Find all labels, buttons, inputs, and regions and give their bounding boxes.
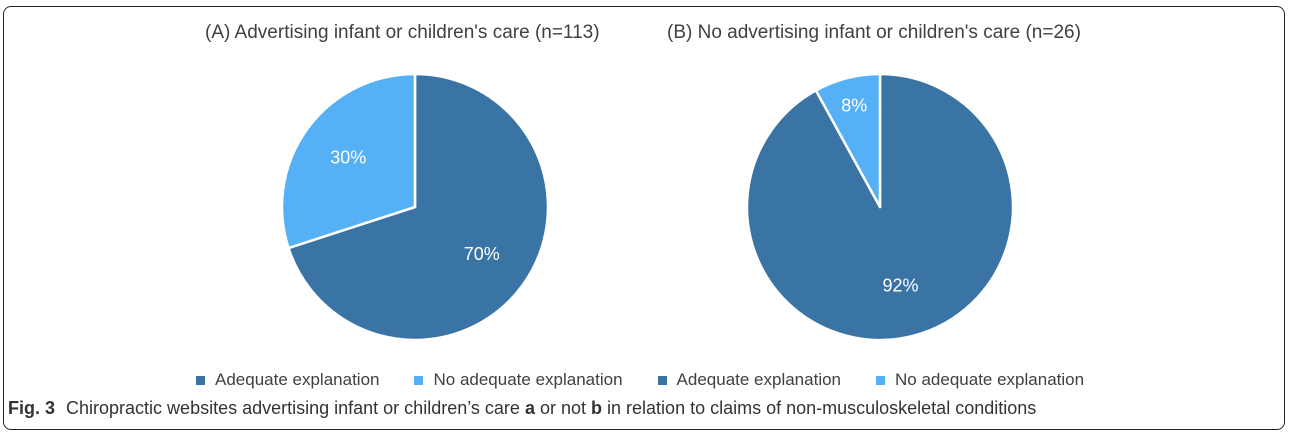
pie-b-slice-0	[745, 72, 1015, 342]
legend-label: No adequate explanation	[433, 370, 623, 389]
pie-b-slice-1	[814, 72, 882, 209]
legend-item-adequate-b: Adequate explanation	[657, 370, 842, 390]
legend-swatch	[196, 375, 205, 385]
figure-caption: Fig. 3 Chiropractic websites advertising…	[8, 398, 1036, 419]
legend-label: No adequate explanation	[895, 370, 1085, 389]
caption-text-3: in relation to claims of non-musculoskel…	[607, 398, 1037, 418]
pie-b-label-1: 8%	[841, 95, 867, 115]
caption-fig-number: Fig. 3	[8, 398, 56, 418]
pie-a-label-0: 70%	[464, 244, 500, 264]
caption-text-1: Chiropractic websites advertising infant…	[66, 398, 520, 418]
pie-a-slice-0	[287, 72, 550, 342]
chart-title-a: (A) Advertising infant or children's car…	[205, 22, 600, 43]
legend-swatch	[414, 375, 424, 385]
legend-label: Adequate explanation	[676, 370, 842, 389]
pie-chart-a: 70% 30%	[280, 72, 550, 342]
caption-text-2: or not	[539, 398, 586, 418]
legend-item-adequate-a: Adequate explanation	[196, 370, 379, 390]
legend: Adequate explanation No adequate explana…	[196, 370, 1084, 390]
pie-chart-b: 92% 8%	[745, 72, 1015, 342]
figure-frame	[3, 6, 1285, 430]
pie-a-label-1: 30%	[330, 147, 366, 167]
legend-label: Adequate explanation	[215, 370, 380, 389]
caption-part-a: a	[524, 398, 535, 418]
chart-title-b: (B) No advertising infant or children's …	[667, 22, 1081, 43]
pie-b-label-0: 92%	[882, 276, 918, 296]
pie-a-slice-1	[280, 72, 417, 250]
caption-part-b: b	[591, 398, 603, 418]
legend-swatch	[657, 375, 667, 385]
legend-swatch	[876, 375, 886, 385]
legend-item-no-adequate-b: No adequate explanation	[876, 370, 1084, 390]
legend-item-no-adequate-a: No adequate explanation	[414, 370, 623, 390]
